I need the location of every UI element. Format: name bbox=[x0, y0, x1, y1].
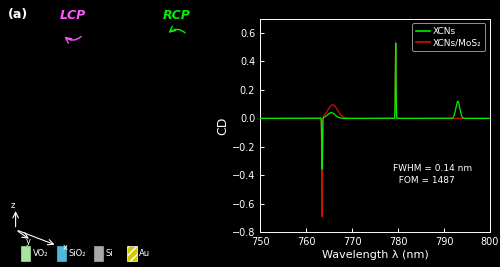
Text: LCP: LCP bbox=[60, 9, 86, 22]
Text: y: y bbox=[26, 237, 31, 246]
X-axis label: Wavelength λ (nm): Wavelength λ (nm) bbox=[322, 250, 428, 260]
Text: SiO₂: SiO₂ bbox=[69, 249, 86, 258]
Text: Au: Au bbox=[139, 249, 150, 258]
Bar bbox=[94, 246, 102, 261]
Text: VO₂: VO₂ bbox=[32, 249, 48, 258]
Bar bbox=[21, 246, 30, 261]
Legend: XCNs, XCNs/MoS₂: XCNs, XCNs/MoS₂ bbox=[412, 23, 486, 51]
Bar bbox=[128, 246, 136, 261]
Bar bbox=[57, 246, 66, 261]
Text: x: x bbox=[62, 243, 68, 252]
Text: Si: Si bbox=[106, 249, 113, 258]
Text: (a): (a) bbox=[8, 8, 28, 21]
Text: z: z bbox=[10, 201, 15, 210]
Y-axis label: CD: CD bbox=[216, 116, 229, 135]
Text: RCP: RCP bbox=[163, 9, 190, 22]
Text: FWHM = 0.14 nm
  FOM = 1487: FWHM = 0.14 nm FOM = 1487 bbox=[394, 164, 472, 186]
